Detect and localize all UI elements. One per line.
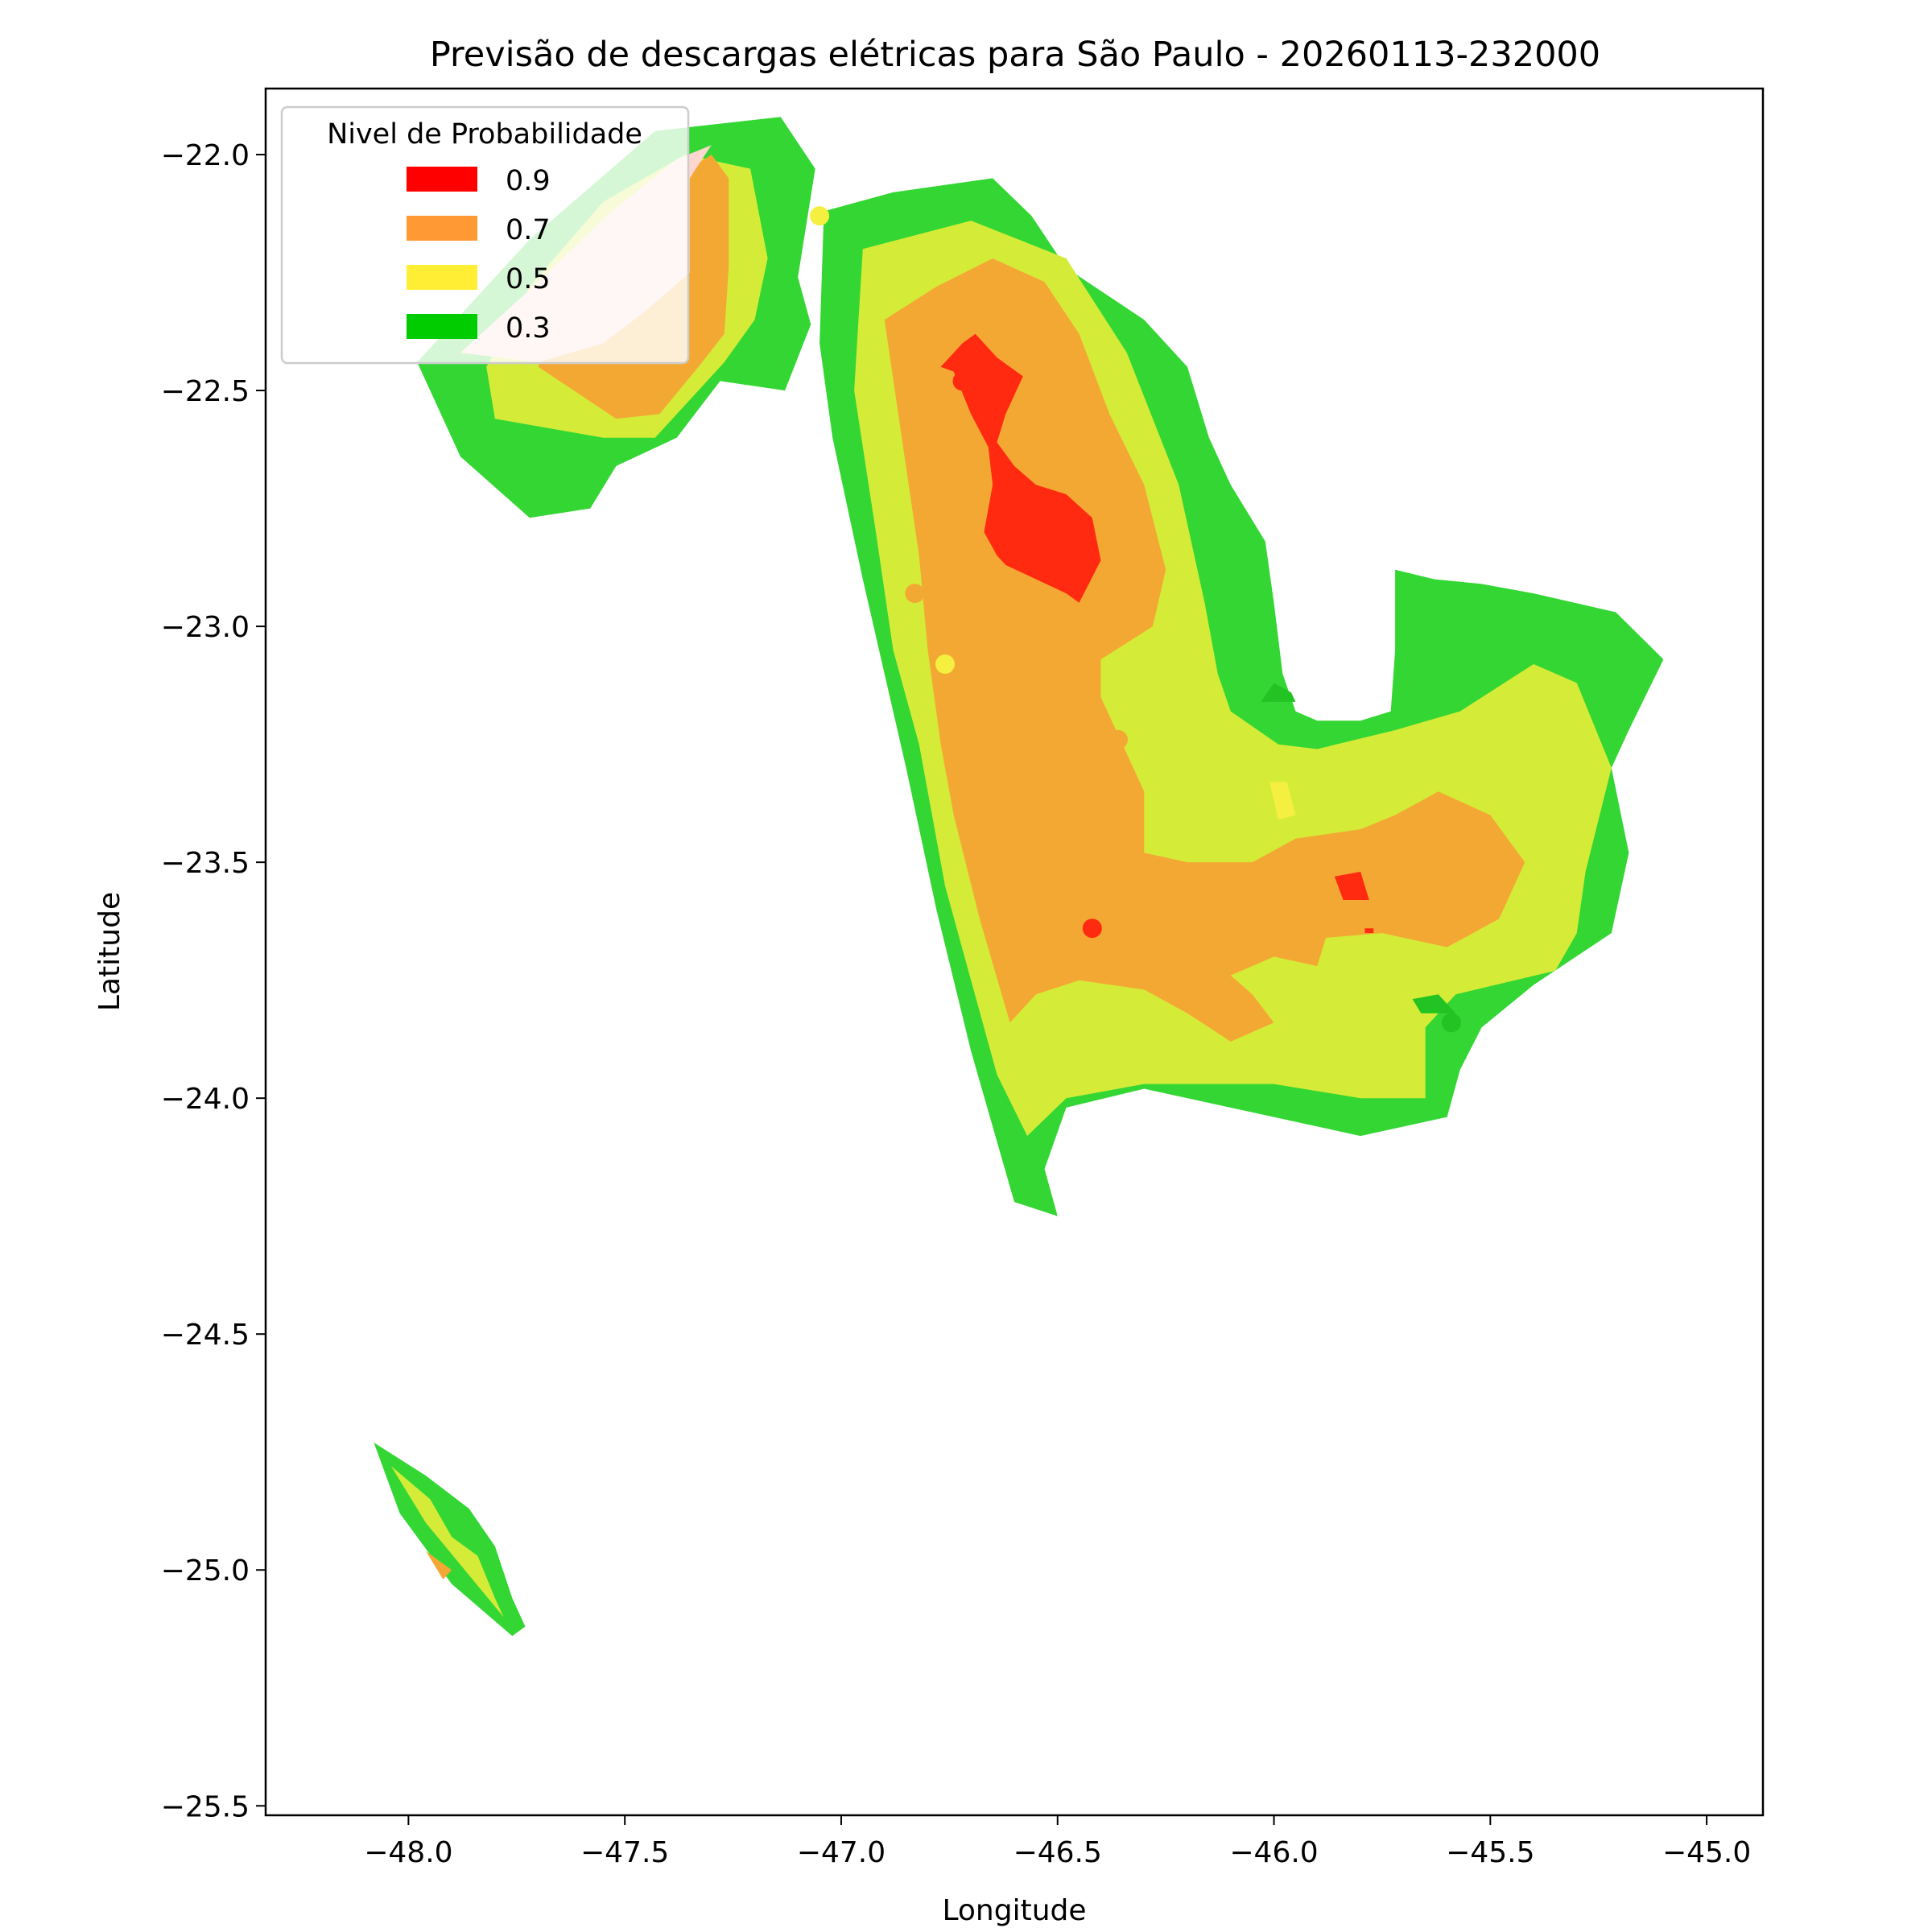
y-tick-label: −23.5 bbox=[161, 847, 250, 880]
x-tick-label: −45.0 bbox=[1662, 1836, 1751, 1869]
chart-title: Previsão de descargas elétricas para São… bbox=[430, 35, 1600, 75]
x-tick-label: −47.5 bbox=[580, 1836, 669, 1869]
y-tick-label: −25.5 bbox=[161, 1790, 250, 1823]
x-tick-label: −47.0 bbox=[797, 1836, 886, 1869]
plot-frame bbox=[264, 87, 1765, 1817]
y-tick-label: −22.0 bbox=[161, 139, 250, 172]
probability-region-09-9 bbox=[1334, 871, 1369, 900]
y-tick-label: −24.0 bbox=[161, 1083, 250, 1116]
x-tick-label: −46.0 bbox=[1229, 1836, 1318, 1869]
probability-region-05-5 bbox=[390, 1466, 504, 1617]
observation-point-2 bbox=[905, 584, 925, 604]
legend-entry-label: 0.7 bbox=[506, 214, 551, 246]
probability-region-05-14 bbox=[1269, 782, 1296, 820]
observation-point-0 bbox=[810, 206, 830, 226]
observation-point-3 bbox=[935, 654, 955, 674]
y-tick-label: −25.0 bbox=[161, 1554, 250, 1587]
x-tick-label: −46.5 bbox=[1013, 1836, 1102, 1869]
y-tick-label: −22.5 bbox=[161, 375, 250, 408]
probability-region-09-11 bbox=[425, 1550, 452, 1579]
probability-region-03-12 bbox=[1261, 683, 1296, 702]
observation-point-6 bbox=[1441, 1013, 1461, 1033]
y-axis: −22.0 −22.5 −23.0 −23.5 −24.0 −24.5 −25.0 −25.5 bbox=[161, 139, 266, 1823]
legend-entry-label: 0.9 bbox=[506, 165, 551, 197]
x-tick-label: −45.5 bbox=[1446, 1836, 1534, 1869]
probability-region-09-8 bbox=[940, 333, 1101, 603]
observation-point-4 bbox=[1108, 729, 1128, 749]
legend-swatch bbox=[407, 167, 477, 192]
legend-entry-label: 0.3 bbox=[506, 312, 551, 345]
legend-title: Nivel de Probabilidade bbox=[327, 118, 642, 151]
y-axis-label: Latitude bbox=[93, 892, 126, 1011]
legend: Nivel de Probabilidade 0.9 0.7 0.5 0.3 bbox=[280, 105, 690, 365]
observation-point-1 bbox=[952, 371, 972, 391]
legend-entry-label: 0.5 bbox=[506, 263, 551, 295]
legend-swatch bbox=[407, 314, 477, 339]
x-tick-label: −48.0 bbox=[364, 1836, 452, 1869]
observation-points bbox=[810, 206, 1461, 1033]
x-axis: −48.0 −47.5 −47.0 −46.5 −46.0 −45.5 −45.0 bbox=[364, 1815, 1751, 1869]
observation-point-5 bbox=[1082, 919, 1102, 939]
probability-region-03-13 bbox=[1412, 994, 1456, 1013]
legend-swatch bbox=[407, 216, 477, 241]
probability-region-07-7 bbox=[884, 258, 1525, 1042]
probability-region-09-10 bbox=[1364, 928, 1374, 934]
legend-box bbox=[280, 105, 690, 365]
x-axis-label: Longitude bbox=[942, 1894, 1086, 1927]
legend-swatch bbox=[407, 265, 477, 290]
y-tick-label: −24.5 bbox=[161, 1319, 250, 1352]
y-tick-label: −23.0 bbox=[161, 611, 250, 644]
legend-entries: 0.9 0.7 0.5 0.3 bbox=[407, 165, 551, 345]
